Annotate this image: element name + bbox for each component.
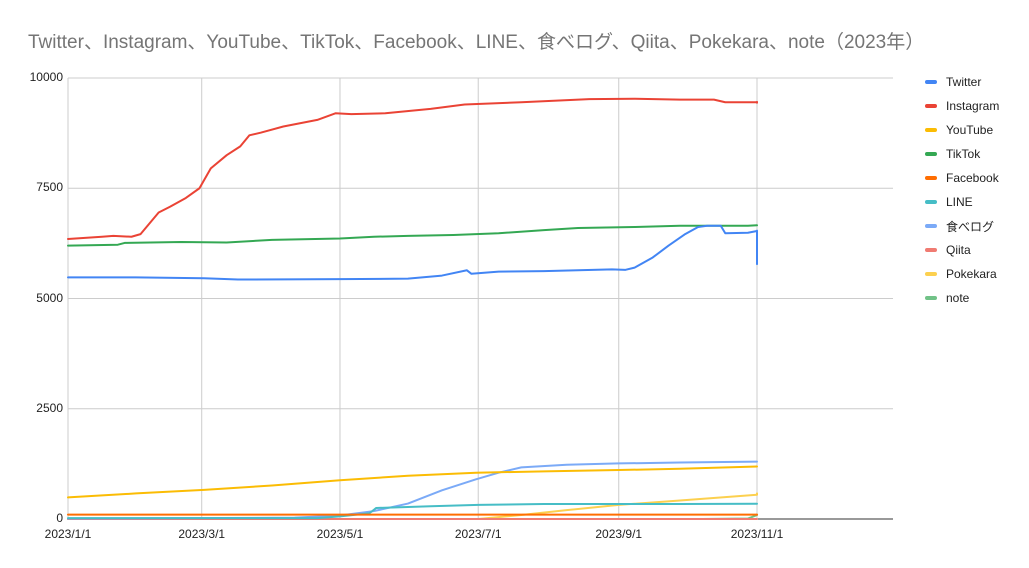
legend-swatch-icon [925,152,937,156]
legend-swatch-icon [925,248,937,252]
legend-label: Pokekara [946,267,997,281]
legend-label: LINE [946,195,973,209]
legend-label: Facebook [946,171,999,185]
series-line-LINE [67,502,758,520]
y-tick-label: 5000 [36,290,63,305]
legend-item[interactable]: TikTok [925,142,999,166]
series-line-Instagram [67,97,758,240]
legend-item[interactable]: Pokekara [925,262,999,286]
y-tick-label: 10000 [29,70,63,84]
legend-item[interactable]: note [925,286,999,310]
legend-label: note [946,291,970,305]
x-tick-label: 2023/1/1 [44,527,92,541]
legend-label: Twitter [946,75,982,89]
x-tick-label: 2023/3/1 [178,527,226,541]
legend-item[interactable]: LINE [925,190,999,214]
x-tick-label: 2023/7/1 [454,527,502,541]
legend-item[interactable]: Instagram [925,94,999,118]
legend-swatch-icon [925,272,937,276]
x-tick-label: 2023/11/1 [730,527,784,541]
legend-item[interactable]: YouTube [925,118,999,142]
x-tick-label: 2023/9/1 [595,527,643,541]
series-line-YouTube [67,465,758,499]
chart-legend: Twitter Instagram YouTube TikTok Facebook LIN… [925,70,999,310]
chart-title: Twitter、Instagram、YouTube、TikTok、Faceboo… [28,32,925,53]
y-tick-label: 0 [56,511,63,525]
legend-item[interactable]: Qiita [925,238,999,262]
legend-label: YouTube [946,123,994,137]
legend-swatch-icon [925,296,937,300]
legend-item[interactable]: 食べログ [925,214,999,238]
legend-swatch-icon [925,80,937,84]
y-tick-label: 2500 [36,400,63,415]
legend-label: Instagram [946,99,1000,113]
legend-swatch-icon [925,128,937,132]
legend-swatch-icon [925,200,937,204]
y-tick-label: 7500 [36,180,63,195]
series-line-TikTok [67,224,758,247]
legend-swatch-icon [925,104,937,108]
legend-swatch-icon [925,176,937,180]
legend-label: TikTok [946,147,981,161]
legend-label: 食べログ [946,219,995,234]
legend-label: Qiita [946,243,971,257]
series-line-Twitter [67,224,758,281]
x-tick-label: 2023/5/1 [316,527,364,541]
legend-item[interactable]: Facebook [925,166,999,190]
legend-swatch-icon [925,224,937,228]
legend-item[interactable]: Twitter [925,70,999,94]
